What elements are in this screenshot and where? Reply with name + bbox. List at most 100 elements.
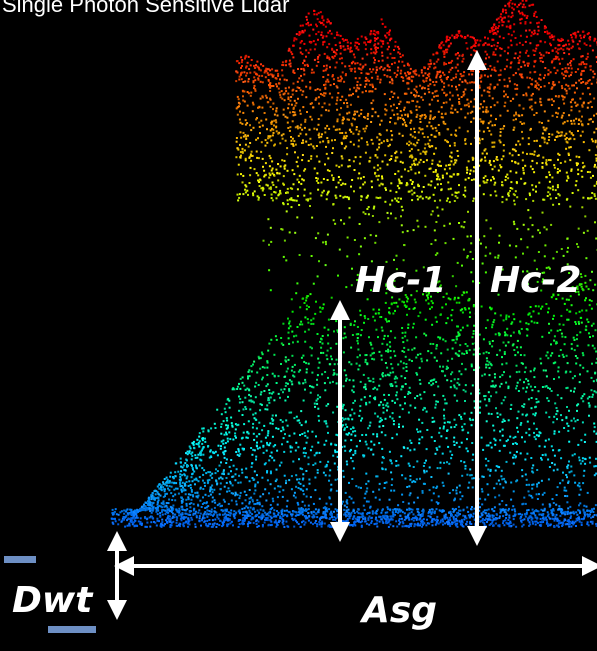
lidar-point <box>417 149 419 151</box>
lidar-point <box>536 112 538 114</box>
lidar-point <box>407 71 409 73</box>
lidar-point <box>376 136 378 138</box>
lidar-point <box>522 159 524 161</box>
lidar-point <box>262 65 264 67</box>
lidar-point <box>458 191 460 193</box>
lidar-point <box>580 82 582 84</box>
lidar-point <box>276 85 278 87</box>
lidar-point <box>487 483 489 485</box>
lidar-point <box>317 232 319 234</box>
lidar-point <box>537 33 539 35</box>
lidar-point <box>502 24 504 26</box>
lidar-point <box>244 149 246 151</box>
lidar-point <box>282 183 284 185</box>
lidar-point <box>323 190 325 192</box>
lidar-point <box>473 305 475 307</box>
lidar-point <box>342 120 344 122</box>
lidar-point <box>484 499 486 501</box>
lidar-point <box>305 452 307 454</box>
lidar-point <box>285 87 287 89</box>
lidar-point <box>328 496 330 498</box>
lidar-point <box>453 164 455 166</box>
lidar-point <box>253 433 255 435</box>
lidar-point <box>582 55 584 57</box>
lidar-point <box>440 165 442 167</box>
lidar-point <box>297 81 299 83</box>
lidar-point <box>258 79 260 81</box>
lidar-point <box>540 40 542 42</box>
lidar-point <box>245 158 247 160</box>
lidar-point <box>499 235 501 237</box>
lidar-point <box>179 482 181 484</box>
lidar-point <box>241 65 243 67</box>
lidar-point <box>178 508 180 510</box>
lidar-point <box>390 372 392 374</box>
lidar-point <box>393 93 395 95</box>
lidar-point <box>429 104 431 106</box>
lidar-point <box>506 174 508 176</box>
lidar-point <box>352 460 354 462</box>
lidar-point <box>537 229 539 231</box>
lidar-point <box>256 172 258 174</box>
lidar-point <box>502 435 504 437</box>
lidar-point <box>269 442 271 444</box>
lidar-point <box>391 484 393 486</box>
lidar-point <box>461 265 463 267</box>
lidar-point <box>327 79 329 81</box>
lidar-point <box>493 487 495 489</box>
lidar-point <box>318 118 320 120</box>
lidar-point <box>304 189 306 191</box>
lidar-point <box>291 475 293 477</box>
lidar-point <box>561 336 563 338</box>
lidar-point <box>411 80 413 82</box>
lidar-point <box>356 84 358 86</box>
lidar-point <box>196 443 198 445</box>
lidar-point <box>351 409 353 411</box>
lidar-point <box>258 199 260 201</box>
lidar-point <box>513 332 515 334</box>
lidar-point <box>568 67 570 69</box>
lidar-point <box>421 360 423 362</box>
lidar-point <box>494 373 496 375</box>
lidar-point <box>300 124 302 126</box>
lidar-point <box>404 93 406 95</box>
lidar-point <box>456 192 458 194</box>
lidar-point <box>571 85 573 87</box>
lidar-point <box>536 82 538 84</box>
lidar-point <box>470 70 472 72</box>
lidar-point <box>463 194 465 196</box>
lidar-point <box>265 119 267 121</box>
lidar-point <box>576 404 578 406</box>
lidar-point <box>527 421 529 423</box>
lidar-point <box>260 179 262 181</box>
lidar-point <box>327 74 329 76</box>
lidar-point <box>284 475 286 477</box>
lidar-point <box>198 480 200 482</box>
lidar-point <box>304 119 306 121</box>
lidar-point <box>275 186 277 188</box>
lidar-point <box>287 203 289 205</box>
lidar-point <box>302 139 304 141</box>
lidar-point <box>491 447 493 449</box>
lidar-point <box>294 232 296 234</box>
lidar-point <box>519 19 521 21</box>
lidar-point <box>301 129 303 131</box>
lidar-point <box>563 45 565 47</box>
lidar-point <box>358 133 360 135</box>
lidar-point <box>513 115 515 117</box>
lidar-point <box>247 91 249 93</box>
lidar-point <box>492 168 494 170</box>
lidar-point <box>535 80 537 82</box>
lidar-point <box>256 427 258 429</box>
lidar-point <box>346 503 348 505</box>
lidar-point <box>373 57 375 59</box>
lidar-point <box>479 498 481 500</box>
lidar-point <box>389 341 391 343</box>
lidar-point <box>461 418 463 420</box>
lidar-point <box>565 44 567 46</box>
lidar-point <box>287 368 289 370</box>
lidar-point <box>473 117 475 119</box>
lidar-point <box>456 442 458 444</box>
lidar-point <box>297 195 299 197</box>
lidar-point <box>547 195 549 197</box>
